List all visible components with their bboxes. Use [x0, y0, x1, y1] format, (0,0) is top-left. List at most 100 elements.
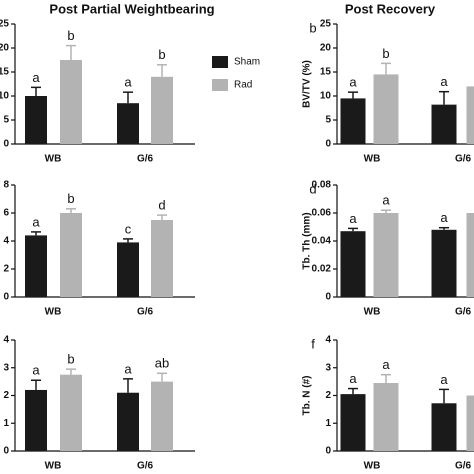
bar	[340, 231, 366, 297]
bar	[466, 213, 474, 297]
y-tick-label: 4	[3, 236, 9, 247]
y-tick-label: 20	[0, 43, 9, 54]
y-tick-label: 1	[325, 418, 331, 429]
y-tick-label: 0	[325, 446, 331, 457]
y-tick-label: 0	[325, 139, 331, 150]
y-axis-label: Tb. Th (mm)	[302, 212, 313, 269]
x-tick-label: WB	[364, 154, 381, 165]
y-tick-label: 0.06	[312, 208, 332, 219]
significance-letter: a	[32, 70, 40, 85]
significance-letter: a	[349, 211, 357, 226]
y-tick-label: 20	[320, 43, 332, 54]
y-tick-label: 3	[325, 362, 331, 373]
significance-letter: b	[67, 191, 74, 206]
y-tick-label: 10	[320, 91, 332, 102]
legend-swatch	[212, 56, 228, 68]
bar	[60, 374, 82, 451]
y-tick-label: 25	[0, 19, 9, 30]
bar	[466, 395, 474, 451]
y-tick-label: 2	[3, 390, 9, 401]
panel-label: d	[309, 181, 316, 196]
panel-label: f	[311, 336, 315, 351]
legend-swatch	[212, 79, 228, 91]
y-tick-label: 0	[3, 139, 9, 150]
x-tick-label: G/6	[137, 461, 154, 472]
y-tick-label: 5	[325, 115, 331, 126]
significance-letter: b	[67, 352, 74, 367]
legend-label: Rad	[234, 80, 252, 91]
bar	[340, 98, 366, 144]
bar	[60, 213, 82, 297]
x-tick-label: WB	[45, 461, 62, 472]
y-tick-label: 5	[3, 115, 9, 126]
significance-letter: a	[32, 214, 40, 229]
significance-letter: a	[440, 74, 448, 89]
y-tick-label: 1	[3, 418, 9, 429]
y-tick-label: 2	[3, 264, 9, 275]
legend-label: Sham	[234, 57, 260, 68]
y-axis-label: Tb. N (#)	[302, 376, 313, 416]
x-tick-label: WB	[45, 307, 62, 318]
y-tick-label: 15	[320, 67, 332, 78]
significance-letter: b	[158, 47, 165, 62]
bar	[373, 383, 399, 451]
x-tick-label: WB	[45, 154, 62, 165]
y-tick-label: 3	[3, 362, 9, 373]
y-tick-label: 0.08	[312, 180, 332, 191]
significance-letter: a	[349, 371, 357, 386]
significance-letter: a	[440, 372, 448, 387]
y-tick-label: 2	[325, 390, 331, 401]
bar	[431, 229, 457, 297]
significance-letter: a	[124, 361, 132, 376]
bar	[373, 213, 399, 297]
significance-letter: a	[124, 75, 132, 90]
x-tick-label: WB	[364, 461, 381, 472]
bar	[373, 74, 399, 144]
significance-letter: c	[125, 221, 132, 236]
significance-letter: d	[158, 198, 165, 213]
bar	[340, 394, 366, 451]
bar	[431, 403, 457, 451]
significance-letter: b	[67, 28, 74, 43]
y-tick-label: 6	[3, 208, 9, 219]
panel-title: Post Partial Weightbearing	[49, 1, 214, 16]
y-tick-label: 0	[3, 446, 9, 457]
x-tick-label: WB	[364, 307, 381, 318]
y-tick-label: 10	[0, 91, 9, 102]
significance-letter: a	[382, 193, 390, 208]
x-tick-label: G/6	[455, 154, 472, 165]
y-tick-label: 25	[320, 19, 332, 30]
significance-letter: ab	[155, 356, 169, 371]
y-tick-label: 4	[325, 335, 331, 346]
bar	[117, 103, 139, 144]
y-tick-label: 0	[3, 292, 9, 303]
y-tick-label: 4	[3, 335, 9, 346]
bar	[151, 381, 173, 451]
y-tick-label: 15	[0, 67, 9, 78]
significance-letter: a	[349, 75, 357, 90]
x-tick-label: G/6	[137, 307, 154, 318]
bar	[151, 76, 173, 144]
bar	[25, 235, 47, 297]
significance-letter: b	[382, 46, 389, 61]
significance-letter: a	[382, 357, 390, 372]
y-tick-label: 0	[325, 292, 331, 303]
bar	[466, 86, 474, 144]
y-tick-label: 8	[3, 180, 9, 191]
bar	[25, 389, 47, 451]
bar	[431, 104, 457, 144]
y-tick-label: 0.02	[312, 264, 332, 275]
panel-title: Post Recovery	[345, 1, 436, 16]
bar	[117, 242, 139, 297]
x-tick-label: G/6	[455, 307, 472, 318]
x-tick-label: G/6	[455, 461, 472, 472]
bar	[117, 392, 139, 451]
y-axis-label: BV/TV (%)	[302, 60, 313, 108]
panel-label: b	[309, 20, 316, 35]
significance-letter: a	[440, 210, 448, 225]
bar	[60, 60, 82, 144]
bar	[25, 96, 47, 144]
bar	[151, 220, 173, 297]
significance-letter: a	[32, 363, 40, 378]
